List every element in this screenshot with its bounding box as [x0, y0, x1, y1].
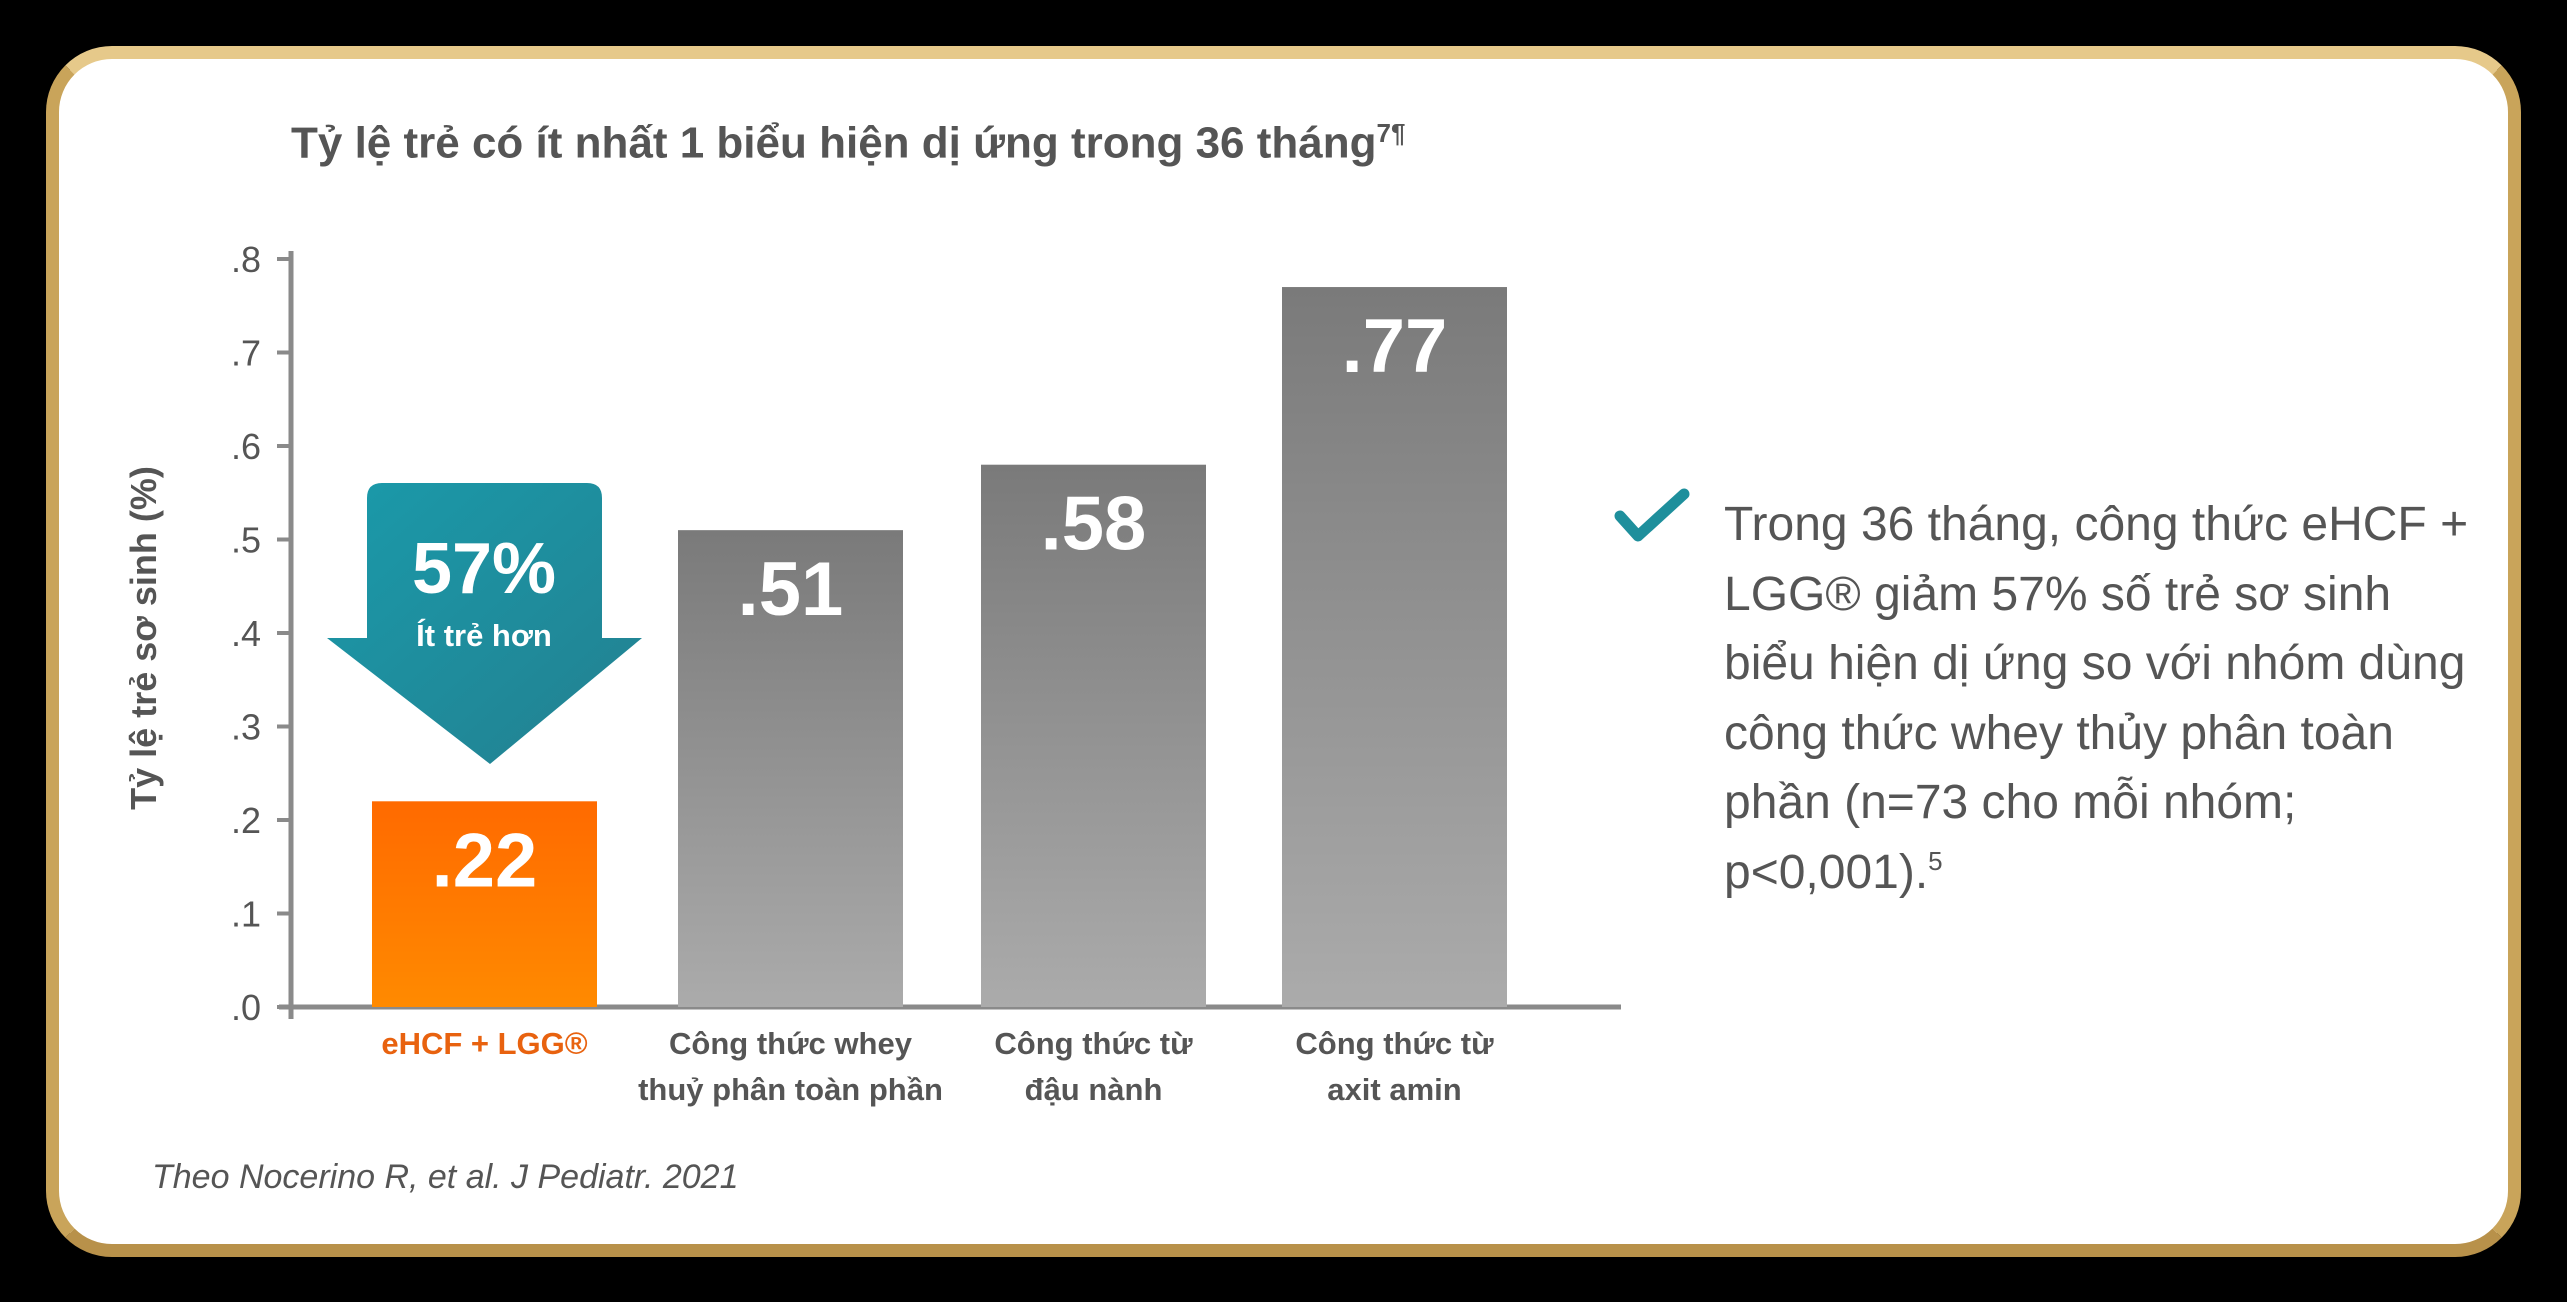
- bar: [678, 530, 903, 1007]
- y-tick-label: .2: [231, 800, 261, 841]
- y-tick-label: .8: [231, 239, 261, 280]
- data-label: .51: [738, 547, 844, 632]
- y-tick-label: .6: [231, 426, 261, 467]
- category-label: axit amin: [1327, 1072, 1461, 1107]
- y-tick-label: .4: [231, 613, 261, 654]
- category-label: Công thức từ: [1295, 1026, 1494, 1061]
- y-tick-label: .1: [231, 894, 261, 935]
- data-label: .22: [432, 818, 538, 903]
- y-axis-label: Tỷ lệ trẻ sơ sinh (%): [123, 466, 164, 810]
- chart-title: Tỷ lệ trẻ có ít nhất 1 biểu hiện dị ứng …: [291, 118, 1406, 168]
- y-tick-label: .3: [231, 707, 261, 748]
- bar: [981, 464, 1206, 1007]
- category-label: eHCF + LGG®: [381, 1026, 587, 1061]
- data-label: .58: [1041, 482, 1147, 567]
- bar: [372, 801, 597, 1007]
- summary-note: Trong 36 tháng, công thức eHCF + LGG® gi…: [1724, 498, 2469, 899]
- reduction-percent: 57%: [412, 529, 556, 609]
- y-tick-label: .0: [231, 987, 261, 1028]
- y-tick-label: .7: [231, 333, 261, 374]
- category-label: thuỷ phân toàn phần: [638, 1072, 943, 1107]
- citation: Theo Nocerino R, et al. J Pediatr. 2021: [152, 1158, 739, 1196]
- down-arrow-icon: [327, 483, 642, 764]
- category-label: đậu nành: [1025, 1072, 1163, 1107]
- category-label: Công thức whey: [669, 1026, 913, 1061]
- bar: [1282, 287, 1507, 1007]
- reduction-text: Ít trẻ hơn: [416, 618, 552, 653]
- data-label: .77: [1342, 304, 1448, 389]
- category-label: Công thức từ: [994, 1026, 1193, 1061]
- y-tick-label: .5: [231, 520, 261, 561]
- check-icon: [1614, 488, 1690, 542]
